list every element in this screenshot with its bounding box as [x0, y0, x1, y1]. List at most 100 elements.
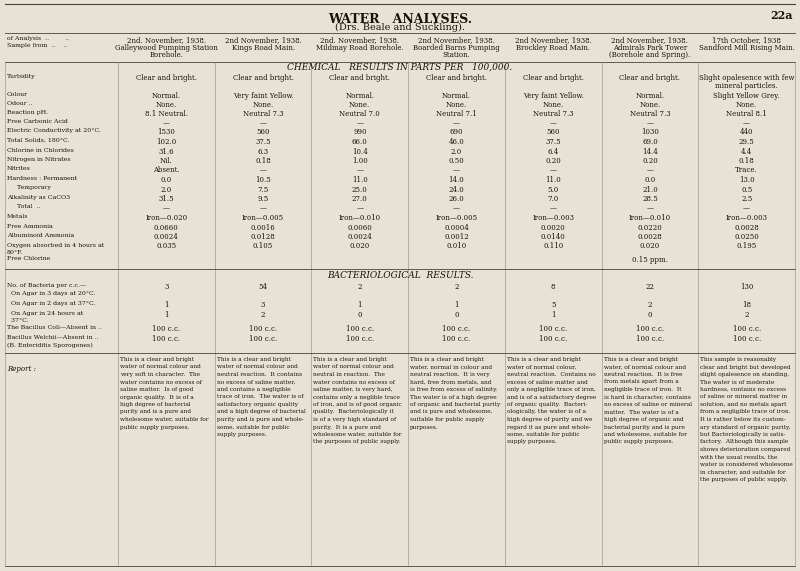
- Text: 130: 130: [740, 283, 754, 291]
- Text: Odour ..: Odour ..: [7, 101, 33, 106]
- Text: 0.010: 0.010: [446, 243, 466, 251]
- Text: of organic and bacterial purity: of organic and bacterial purity: [410, 402, 501, 407]
- Text: only a negligible trace of iron,: only a negligible trace of iron,: [507, 387, 596, 392]
- Text: —: —: [453, 204, 460, 212]
- Text: very soft in character.  The: very soft in character. The: [120, 372, 200, 377]
- Text: hard, free from metals, and: hard, free from metals, and: [410, 380, 491, 384]
- Text: 560: 560: [546, 128, 560, 136]
- Text: 0.0140: 0.0140: [541, 233, 566, 241]
- Text: None.: None.: [156, 101, 177, 109]
- Text: bacterial purity and is pure: bacterial purity and is pure: [603, 424, 685, 429]
- Text: and contains a negligible: and contains a negligible: [217, 387, 290, 392]
- Text: neutral reaction.  Contains no: neutral reaction. Contains no: [507, 372, 596, 377]
- Text: Clear and bright.: Clear and bright.: [136, 74, 197, 82]
- Text: (B. Enteriditis Sporogenes): (B. Enteriditis Sporogenes): [7, 343, 93, 348]
- Text: factory.  Although this sample: factory. Although this sample: [700, 440, 789, 444]
- Text: 1: 1: [358, 301, 362, 309]
- Text: Slight Yellow Grey.: Slight Yellow Grey.: [714, 92, 780, 100]
- Text: 3: 3: [261, 301, 266, 309]
- Text: 1.00: 1.00: [352, 157, 368, 165]
- Text: 21.0: 21.0: [642, 186, 658, 194]
- Text: Galleywood Pumping Station: Galleywood Pumping Station: [115, 43, 218, 51]
- Text: 2nd November, 1938.: 2nd November, 1938.: [611, 36, 688, 44]
- Text: None.: None.: [542, 101, 564, 109]
- Text: 100 c.c.: 100 c.c.: [442, 335, 470, 343]
- Text: satisfactory organic quality: satisfactory organic quality: [217, 402, 298, 407]
- Text: 0.105: 0.105: [253, 243, 273, 251]
- Text: water, of normal colour and: water, of normal colour and: [603, 364, 686, 369]
- Text: Normal.: Normal.: [152, 92, 181, 100]
- Text: 100 c.c.: 100 c.c.: [152, 335, 181, 343]
- Text: Very faint Yellow.: Very faint Yellow.: [233, 92, 294, 100]
- Text: Sample from  ..    ..: Sample from .. ..: [7, 43, 67, 48]
- Text: Free Ammonia: Free Ammonia: [7, 223, 53, 228]
- Text: 100 c.c.: 100 c.c.: [733, 335, 761, 343]
- Text: 18: 18: [742, 301, 751, 309]
- Text: water of normal colour and: water of normal colour and: [217, 364, 298, 369]
- Text: 0.18: 0.18: [738, 157, 754, 165]
- Text: Brockley Road Main.: Brockley Road Main.: [516, 43, 590, 51]
- Text: Iron—0.003: Iron—0.003: [532, 214, 574, 222]
- Text: 0.0004: 0.0004: [444, 223, 469, 231]
- Text: the purposes of public supply.: the purposes of public supply.: [700, 477, 788, 482]
- Text: Reaction pH.: Reaction pH.: [7, 110, 48, 115]
- Text: 0.0028: 0.0028: [734, 223, 759, 231]
- Text: 0.5: 0.5: [741, 186, 752, 194]
- Text: 6.3: 6.3: [258, 147, 269, 155]
- Text: Kings Road Main.: Kings Road Main.: [231, 43, 294, 51]
- Text: 2: 2: [648, 301, 652, 309]
- Text: 14.4: 14.4: [642, 147, 658, 155]
- Text: 100 c.c.: 100 c.c.: [249, 325, 277, 333]
- Text: 22a: 22a: [770, 10, 793, 21]
- Text: 2.0: 2.0: [161, 186, 172, 194]
- Text: purity and is pure and whole-: purity and is pure and whole-: [217, 417, 303, 422]
- Text: Trace.: Trace.: [735, 167, 758, 175]
- Text: Free Carbonic Acid: Free Carbonic Acid: [7, 119, 68, 124]
- Text: purposes.: purposes.: [410, 424, 438, 429]
- Text: —: —: [259, 119, 266, 127]
- Text: slight opalesence on standing.: slight opalesence on standing.: [700, 372, 790, 377]
- Text: 9.5: 9.5: [258, 195, 269, 203]
- Text: clear and bright but developed: clear and bright but developed: [700, 364, 791, 369]
- Text: Sandford Mill Rising Main.: Sandford Mill Rising Main.: [698, 43, 794, 51]
- Text: On Agar in 3 days at 20°C.: On Agar in 3 days at 20°C.: [7, 291, 95, 296]
- Text: Bacillus Welchii—Absent in ..: Bacillus Welchii—Absent in ..: [7, 335, 98, 340]
- Text: 2: 2: [744, 311, 749, 319]
- Text: contains only a neglible trace: contains only a neglible trace: [314, 395, 400, 400]
- Text: 7.0: 7.0: [547, 195, 559, 203]
- Text: Turbidity: Turbidity: [7, 74, 36, 79]
- Text: 14.0: 14.0: [449, 176, 464, 184]
- Text: purity and is a pure and: purity and is a pure and: [120, 409, 191, 415]
- Text: 0.020: 0.020: [640, 243, 660, 251]
- Text: of Analysis  ..        ..: of Analysis .. ..: [7, 36, 69, 41]
- Text: in character, and suitable for: in character, and suitable for: [700, 469, 786, 475]
- Text: Clear and bright.: Clear and bright.: [330, 74, 390, 82]
- Text: 990: 990: [353, 128, 366, 136]
- Text: Clear and bright.: Clear and bright.: [619, 74, 681, 82]
- Text: water, normal in colour and: water, normal in colour and: [410, 364, 492, 369]
- Text: —: —: [646, 119, 654, 127]
- Text: CHEMICAL   RESULTS IN PARTS PER   100,000.: CHEMICAL RESULTS IN PARTS PER 100,000.: [287, 63, 513, 72]
- Text: 2: 2: [358, 283, 362, 291]
- Text: 69.0: 69.0: [642, 138, 658, 146]
- Text: 100 c.c.: 100 c.c.: [539, 335, 567, 343]
- Text: 66.0: 66.0: [352, 138, 368, 146]
- Text: Albuminoid Ammonia: Albuminoid Ammonia: [7, 233, 74, 238]
- Text: (Drs. Beale and Suckling).: (Drs. Beale and Suckling).: [335, 23, 465, 32]
- Text: —: —: [550, 204, 557, 212]
- Text: and is of a satisfactory degree: and is of a satisfactory degree: [507, 395, 596, 400]
- Text: 0.20: 0.20: [546, 157, 561, 165]
- Text: ologically, the water is of a: ologically, the water is of a: [507, 409, 586, 415]
- Text: matter.  The water is of a: matter. The water is of a: [603, 409, 678, 415]
- Text: None.: None.: [639, 101, 661, 109]
- Text: 0.0220: 0.0220: [638, 223, 662, 231]
- Text: 0.0024: 0.0024: [154, 233, 178, 241]
- Text: —: —: [453, 167, 460, 175]
- Text: Hardness : Permanent: Hardness : Permanent: [7, 176, 78, 181]
- Text: Boarded Barns Pumping: Boarded Barns Pumping: [413, 43, 500, 51]
- Text: shows deterioration compared: shows deterioration compared: [700, 447, 790, 452]
- Text: and is pure and wholesome,: and is pure and wholesome,: [410, 409, 493, 415]
- Text: 0.0: 0.0: [644, 176, 655, 184]
- Text: 0.0: 0.0: [161, 176, 172, 184]
- Text: Colour: Colour: [7, 92, 28, 97]
